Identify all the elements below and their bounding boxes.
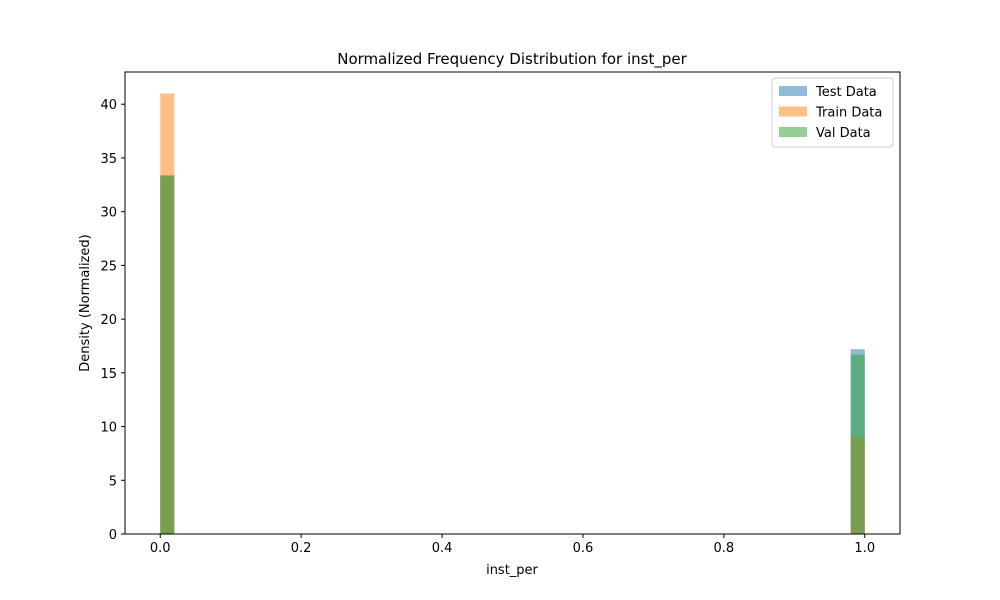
legend-label: Val Data	[816, 126, 871, 141]
x-tick-label: 0.4	[432, 541, 453, 556]
x-axis-label: inst_per	[486, 563, 538, 578]
y-tick-label: 20	[100, 313, 117, 328]
legend-swatch	[779, 127, 807, 137]
legend-swatch	[779, 106, 807, 117]
x-tick-label: 0.0	[150, 541, 171, 556]
y-axis-label: Density (Normalized)	[78, 234, 93, 371]
y-tick-label: 5	[109, 474, 117, 489]
plot-frame	[124, 71, 901, 535]
legend-label: Train Data	[815, 106, 882, 121]
x-tick-label: 1.0	[854, 541, 875, 556]
y-tick-label: 25	[100, 259, 117, 274]
bar-val-data-bin-0	[160, 175, 175, 535]
y-tick-label: 35	[100, 152, 117, 167]
legend-label: Test Data	[815, 85, 877, 100]
bars-layer	[160, 93, 865, 535]
legend: Test Data Train Data Val Data	[771, 77, 894, 148]
y-tick-label: 40	[100, 98, 117, 113]
x-axis-ticks: 0.0 0.2 0.4 0.6 0.8 1.0	[150, 534, 875, 556]
y-tick-label: 10	[100, 421, 117, 436]
chart-title: Normalized Frequency Distribution for in…	[337, 50, 687, 69]
x-tick-label: 0.6	[573, 541, 594, 556]
y-axis-ticks: 0 5 10 15 20 25 30 35 40	[100, 98, 125, 543]
bar-val-data-bin-1	[850, 354, 865, 534]
y-tick-label: 15	[100, 367, 117, 382]
legend-items: Test Data Train Data Val Data	[779, 85, 882, 141]
y-tick-label: 0	[109, 528, 117, 543]
y-tick-label: 30	[100, 206, 117, 221]
legend-swatch	[779, 86, 807, 96]
x-tick-label: 0.2	[291, 541, 312, 556]
x-tick-label: 0.8	[714, 541, 735, 556]
